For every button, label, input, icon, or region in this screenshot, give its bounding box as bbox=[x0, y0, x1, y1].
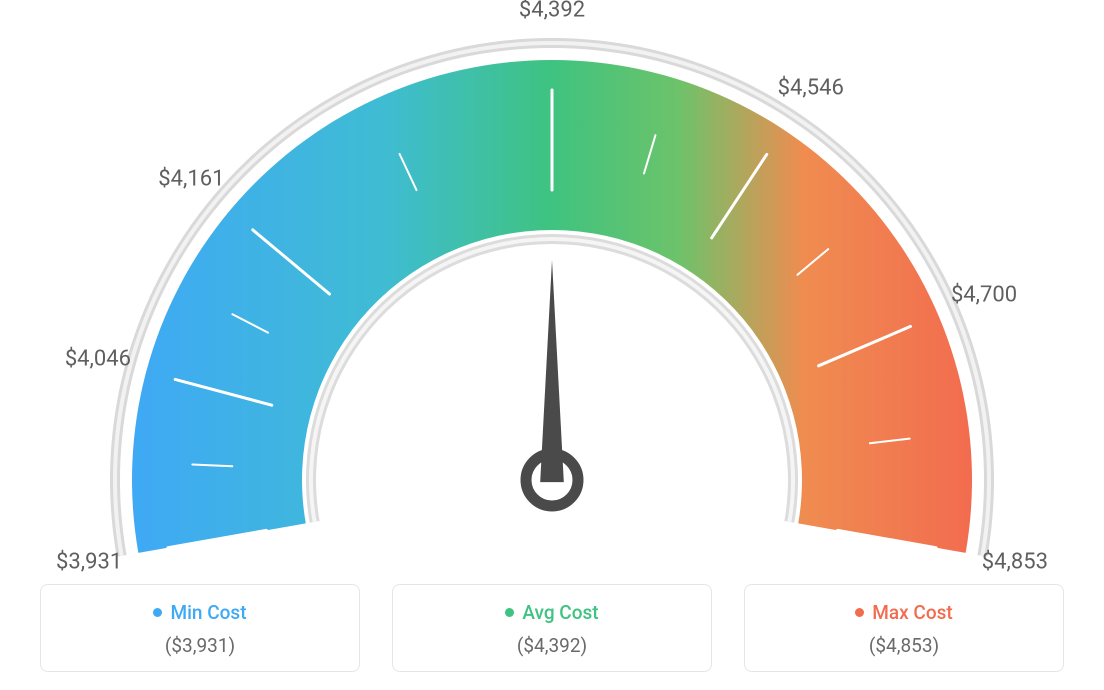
gauge-tick-label: $4,161 bbox=[158, 166, 224, 191]
legend-value-min: ($3,931) bbox=[51, 634, 349, 657]
legend-value-avg: ($4,392) bbox=[403, 634, 701, 657]
legend-label-min: Min Cost bbox=[170, 601, 246, 624]
gauge-tick-label: $4,853 bbox=[982, 549, 1048, 574]
gauge-tick-label: $3,931 bbox=[56, 549, 122, 574]
legend-label-avg: Avg Cost bbox=[522, 601, 598, 624]
legend-card-max: Max Cost ($4,853) bbox=[744, 584, 1064, 672]
gauge-svg bbox=[0, 0, 1104, 560]
legend-label-max: Max Cost bbox=[872, 601, 952, 624]
legend-title-max: Max Cost bbox=[855, 601, 952, 624]
legend-title-min: Min Cost bbox=[153, 601, 246, 624]
gauge-tick-label: $4,392 bbox=[519, 0, 585, 23]
legend-title-avg: Avg Cost bbox=[505, 601, 598, 624]
legend-dot-max bbox=[855, 608, 864, 617]
gauge-tick-label: $4,546 bbox=[778, 75, 844, 100]
legend-card-avg: Avg Cost ($4,392) bbox=[392, 584, 712, 672]
legend-value-max: ($4,853) bbox=[755, 634, 1053, 657]
gauge-chart: $3,931$4,046$4,161$4,392$4,546$4,700$4,8… bbox=[0, 0, 1104, 560]
legend-dot-min bbox=[153, 608, 162, 617]
legend-row: Min Cost ($3,931) Avg Cost ($4,392) Max … bbox=[0, 584, 1104, 672]
cost-gauge-container: $3,931 $4,046 $4,161 $4,392 $4,546 $4,700 $4,8… bbox=[0, 0, 1104, 690]
legend-card-min: Min Cost ($3,931) bbox=[40, 584, 360, 672]
gauge-tick-label: $4,046 bbox=[65, 346, 131, 371]
legend-dot-avg bbox=[505, 608, 514, 617]
gauge-tick-label: $4,700 bbox=[951, 282, 1017, 307]
